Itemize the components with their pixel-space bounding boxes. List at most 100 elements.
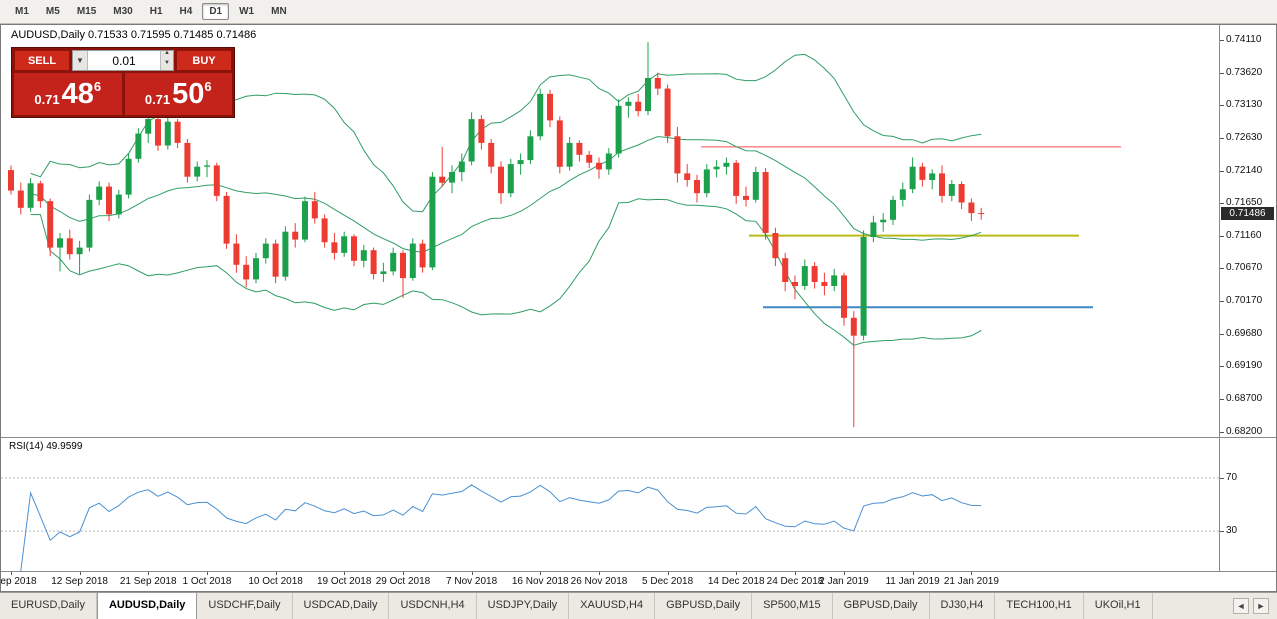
chart-tab-bar: EURUSD,Daily AUDUSD,Daily USDCHF,Daily USDC… (0, 592, 1277, 619)
timeframe-button-h4[interactable]: H4 (179, 6, 193, 17)
rsi-line (20, 484, 982, 572)
price-tick-mark (1220, 105, 1224, 107)
lot-dropdown-icon[interactable]: ▼ (73, 51, 88, 70)
sell-button[interactable]: SELL (14, 50, 70, 71)
timeframe-button-m5[interactable]: M5 (45, 6, 60, 17)
price-tick-label: 0.73130 (1226, 99, 1263, 111)
chart-tab-dj30-h4[interactable]: DJ30,H4 (930, 593, 996, 619)
price-tick-mark (1220, 333, 1224, 335)
date-tick-mark (11, 572, 12, 575)
chart-tab-usdcnh-h4[interactable]: USDCNH,H4 (389, 593, 477, 619)
price-tick-mark (1220, 268, 1224, 270)
one-click-trading-panel: SELL ▼ 0.01 ▲ ▼ BUY 0.7 (11, 47, 235, 118)
price-chart-canvas[interactable] (1, 25, 1219, 437)
chart-tab-gbpusd-daily[interactable]: GBPUSD,Daily (833, 593, 930, 619)
price-tick-mark (1220, 235, 1224, 237)
spin-down-icon[interactable]: ▼ (164, 59, 170, 66)
rsi-chart-canvas[interactable] (1, 438, 1219, 572)
rsi-axis[interactable]: 70 30 (1219, 438, 1276, 571)
date-tick-label: 1 Oct 2018 (182, 576, 232, 587)
price-tick-label: 0.70170 (1226, 295, 1263, 307)
tab-scroll-right-button[interactable]: ► (1253, 598, 1269, 614)
price-tick-label: 0.69680 (1226, 327, 1263, 339)
date-tick-label: 5 Dec 2018 (642, 576, 694, 587)
spin-up-icon[interactable]: ▲ (164, 50, 170, 56)
lot-spinner[interactable]: ▲ ▼ (160, 50, 173, 70)
rsi-plot-area[interactable]: RSI(14) 49.9599 (1, 438, 1219, 572)
timeframe-button-mn[interactable]: MN (271, 6, 287, 17)
ask-price-point: 6 (204, 79, 212, 94)
rsi-indicator-panel: RSI(14) 49.9599 70 30 (1, 437, 1276, 572)
lot-size-input[interactable]: 0.01 (112, 53, 136, 68)
price-tick-mark (1220, 398, 1224, 400)
chart-tab-usdjpy-daily[interactable]: USDJPY,Daily (477, 593, 570, 619)
date-tick-label: 21 Sep 2018 (119, 576, 177, 587)
tab-scroll-controls: ◄ ► (1225, 593, 1277, 619)
price-tick-label: 0.69190 (1226, 360, 1263, 372)
price-tick-mark (1220, 40, 1224, 42)
chart-tab-sp500-m15[interactable]: SP500,M15 (752, 593, 833, 619)
date-tick-mark (471, 572, 473, 575)
chart-tab-usdchf-daily[interactable]: USDCHF,Daily (197, 593, 293, 619)
chart-tab-gbpusd-daily[interactable]: GBPUSD,Daily (655, 593, 753, 619)
date-tick-label: 14 Dec 2018 (707, 576, 765, 587)
date-tick-mark (79, 572, 81, 575)
date-tick-label: 10 Oct 2018 (248, 576, 303, 587)
date-tick-mark (148, 572, 150, 575)
lot-size-combo: ▼ 0.01 ▲ ▼ (72, 50, 174, 71)
price-tick-mark (1220, 138, 1224, 140)
chart-tabs: EURUSD,Daily AUDUSD,Daily USDCHF,Daily USDC… (0, 593, 1153, 619)
timeframe-toolbar: M1 M5 M15 M30 H1 H4 D1 W1 MN (0, 0, 1277, 24)
ask-price-display[interactable]: 0.71 50 6 (124, 73, 232, 115)
chart-tab-tech100-h1[interactable]: TECH100,H1 (995, 593, 1084, 619)
buy-button[interactable]: BUY (176, 50, 232, 71)
chart-tab-xauusd-h4[interactable]: XAUUSD,H4 (569, 593, 656, 619)
timeframe-button-w1[interactable]: W1 (239, 6, 255, 17)
date-tick-mark (667, 572, 669, 575)
date-tick-mark (844, 572, 845, 575)
price-tick-label: 0.70670 (1226, 262, 1263, 274)
date-axis[interactable]: 3 Sep 2018 12 Sep 2018 21 Sep 2018 1 Oct 20… (1, 571, 1276, 591)
price-plot-area[interactable]: AUDUSD,Daily 0.71533 0.71595 0.71485 0.7… (1, 25, 1219, 437)
timeframe-button-m15[interactable]: M15 (76, 6, 97, 17)
timeframe-button-m1[interactable]: M1 (15, 6, 29, 17)
date-tick-mark (736, 572, 738, 575)
date-tick-label: 11 Jan 2019 (885, 576, 940, 587)
date-tick-label: 29 Oct 2018 (375, 576, 431, 587)
tab-scroll-left-button[interactable]: ◄ (1233, 598, 1249, 614)
price-axis[interactable]: 0.74110 0.73620 0.73130 0.72630 0.72140 0.716… (1219, 25, 1276, 437)
chart-window: AUDUSD,Daily 0.71533 0.71595 0.71485 0.7… (0, 24, 1277, 592)
date-tick-mark (403, 572, 404, 575)
bid-price-display[interactable]: 0.71 48 6 (14, 73, 122, 115)
timeframe-button-h1[interactable]: H1 (149, 6, 163, 17)
date-tick-mark (540, 572, 542, 575)
chart-tab-audusd-daily[interactable]: AUDUSD,Daily (96, 593, 198, 619)
price-tick-mark (1220, 431, 1224, 433)
price-tick-label: 0.73620 (1226, 66, 1263, 78)
price-tick-label: 0.72140 (1226, 164, 1263, 176)
price-tick-mark (1220, 72, 1224, 74)
timeframe-button-d1[interactable]: D1 (202, 3, 230, 20)
chart-tab-eurusd-daily[interactable]: EURUSD,Daily (0, 593, 97, 619)
price-tick-label: 0.74110 (1226, 34, 1262, 46)
chart-title: AUDUSD,Daily 0.71533 0.71595 0.71485 0.7… (11, 29, 257, 41)
price-tick-label: 0.68200 (1226, 425, 1263, 437)
ask-price-big-digits: 50 (172, 77, 205, 110)
timeframe-button-m30[interactable]: M30 (113, 6, 133, 17)
date-tick-mark (795, 572, 796, 575)
date-tick-label: 16 Nov 2018 (511, 576, 569, 587)
price-tick-mark (1220, 203, 1224, 205)
rsi-indicator-label: RSI(14) 49.9599 (9, 441, 83, 452)
price-tick-mark (1220, 366, 1224, 368)
chart-tab-usdcad-daily[interactable]: USDCAD,Daily (293, 593, 390, 619)
ask-price-prefix: 0.71 (144, 91, 171, 107)
chart-tab-ukoil-h1[interactable]: UKOil,H1 (1084, 593, 1153, 619)
date-tick-label: 24 Dec 2018 (766, 576, 824, 587)
candles-series[interactable] (8, 42, 985, 428)
bid-price-prefix: 0.71 (34, 91, 60, 107)
date-tick-mark (207, 572, 208, 575)
date-tick-mark (971, 572, 973, 575)
date-tick-mark (344, 572, 346, 575)
date-tick-mark (275, 572, 277, 575)
